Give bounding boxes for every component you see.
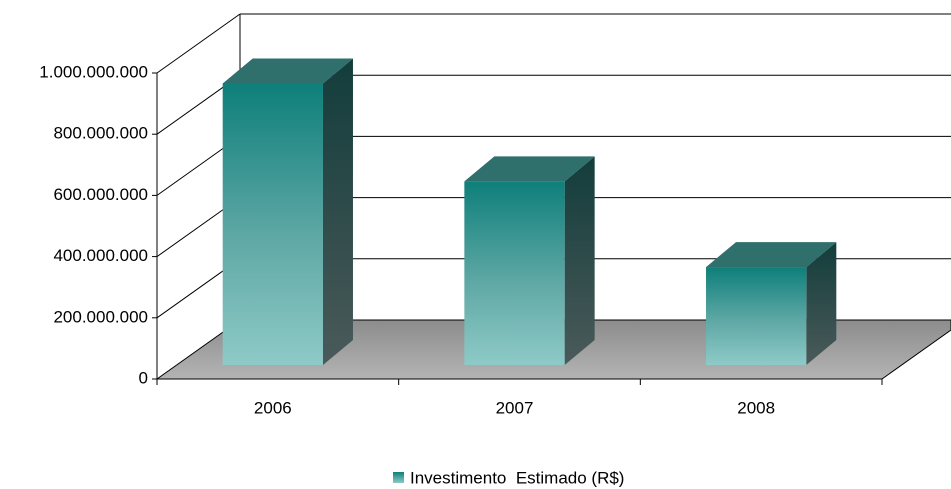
bar-top: [706, 242, 837, 268]
x-tick-label: 2007: [496, 398, 534, 417]
y-tick-label: 200.000.000: [53, 307, 148, 326]
legend-label: Investimento Estimado (R$): [410, 468, 624, 487]
bar-side: [806, 242, 837, 365]
legend-swatch: [393, 472, 404, 483]
y-tick-label: 800.000.000: [53, 124, 148, 143]
x-tick-label: 2008: [737, 398, 775, 417]
x-tick-label: 2006: [254, 398, 292, 417]
y-tick-label: 0: [139, 368, 148, 387]
y-tick-label: 400.000.000: [53, 246, 148, 265]
grid-line: [156, 13, 241, 74]
y-tick-label: 1.000.000.000: [39, 62, 148, 81]
y-tick-label: 600.000.000: [53, 185, 148, 204]
bar-side: [564, 156, 595, 365]
bar-top: [222, 58, 353, 84]
bar: [464, 181, 565, 365]
bar: [222, 83, 323, 365]
bar-side: [322, 58, 353, 365]
bar-top: [464, 156, 595, 182]
bar: [706, 267, 807, 365]
